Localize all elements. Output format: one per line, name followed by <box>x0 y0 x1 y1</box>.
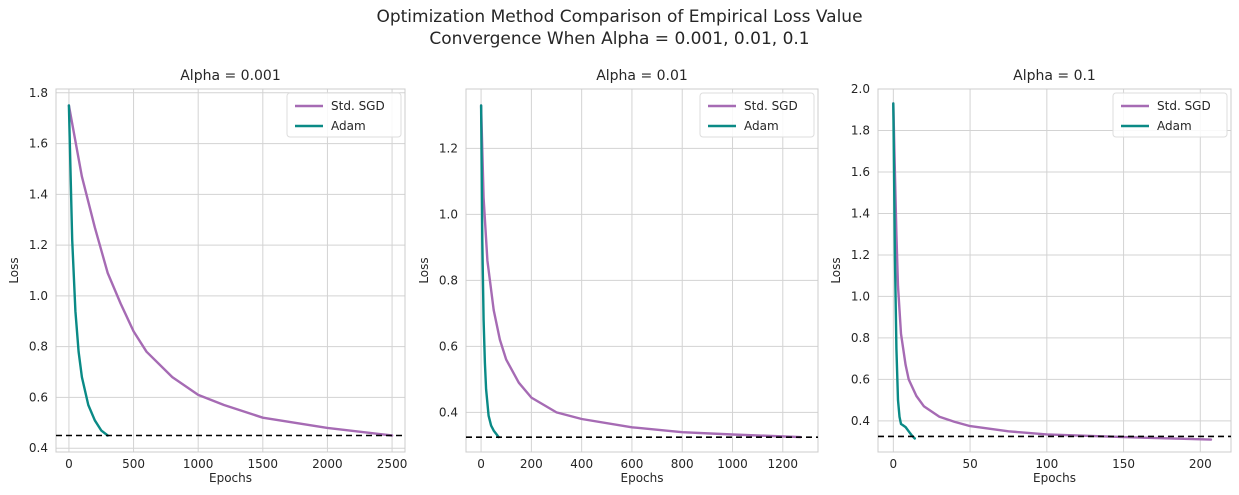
y-tick-label: 1.2 <box>29 238 48 252</box>
legend: Std. SGD Adam <box>286 92 402 138</box>
x-tick-label: 1000 <box>183 457 214 471</box>
suptitle-line-1: Optimization Method Comparison of Empiri… <box>376 7 863 27</box>
y-tick-label: 1.8 <box>29 86 48 100</box>
subplot-title: Alpha = 0.01 <box>596 68 688 84</box>
x-tick-label: 600 <box>620 457 643 471</box>
suptitle-line-2: Convergence When Alpha = 0.001, 0.01, 0.… <box>429 29 810 49</box>
x-tick-label: 200 <box>1189 457 1212 471</box>
x-tick-label: 150 <box>1112 457 1135 471</box>
y-tick-label: 1.8 <box>851 123 870 137</box>
x-tick-label: 1000 <box>717 457 748 471</box>
x-tick-label: 1500 <box>248 457 279 471</box>
y-tick-label: 1.4 <box>851 206 870 220</box>
legend-label-adam: Adam <box>1157 119 1192 133</box>
y-tick-label: 0.6 <box>29 390 48 404</box>
x-tick-label: 800 <box>671 457 694 471</box>
y-tick-label: 1.0 <box>851 289 870 303</box>
x-axis-label: Epochs <box>209 471 252 485</box>
y-tick-label: 0.4 <box>29 441 48 455</box>
y-tick-label: 0.6 <box>439 339 458 353</box>
y-tick-label: 0.6 <box>851 372 870 386</box>
plot-frame <box>877 88 1232 453</box>
x-axis-label: Epochs <box>1033 471 1076 485</box>
y-tick-label: 1.4 <box>29 187 48 201</box>
x-tick-label: 0 <box>65 457 73 471</box>
y-tick-label: 2.0 <box>851 82 870 96</box>
y-tick-label: 0.4 <box>851 414 870 428</box>
x-tick-label: 2000 <box>312 457 343 471</box>
series-line-sgd <box>67 104 394 437</box>
series-line-sgd <box>479 104 802 439</box>
legend-label-adam: Adam <box>744 119 779 133</box>
x-tick-label: 100 <box>1035 457 1058 471</box>
x-tick-label: 0 <box>477 457 485 471</box>
subplot-title: Alpha = 0.1 <box>1013 68 1096 84</box>
y-tick-label: 0.4 <box>439 405 458 419</box>
legend-label-sgd: Std. SGD <box>331 99 385 113</box>
legend: Std. SGD Adam <box>699 92 815 138</box>
y-tick-label: 1.0 <box>439 207 458 221</box>
y-axis-label: Loss <box>7 257 21 283</box>
x-tick-label: 500 <box>122 457 145 471</box>
y-tick-label: 0.8 <box>851 331 870 345</box>
x-tick-label: 400 <box>570 457 593 471</box>
subplot-1: 0 500 1000 1500 2000 2500 0.4 0.6 0.8 1.0 1.2 1.4 1.… <box>7 68 407 485</box>
x-tick-label: 1200 <box>768 457 799 471</box>
subplot-2: 0 200 400 600 800 1000 1200 0.4 0.6 0.8 1.0 1.2 Alph… <box>417 68 819 485</box>
series-line-adam <box>892 102 916 440</box>
y-tick-label: 1.0 <box>29 289 48 303</box>
subplot-3: 0 50 100 150 200 0.4 0.6 0.8 1.0 1.2 1.4 1.6 1.8 2.0 A… <box>829 68 1232 485</box>
y-tick-label: 0.8 <box>29 340 48 354</box>
y-tick-label: 1.6 <box>29 137 48 151</box>
series-line-adam <box>67 104 109 437</box>
y-tick-label: 1.2 <box>851 248 870 262</box>
series-line-adam <box>479 104 500 439</box>
subplot-title: Alpha = 0.001 <box>180 68 281 84</box>
legend-label-adam: Adam <box>331 119 366 133</box>
plot-frame <box>465 88 819 453</box>
x-tick-label: 50 <box>962 457 977 471</box>
legend: Std. SGD Adam <box>1112 92 1228 138</box>
y-axis-label: Loss <box>829 257 843 283</box>
y-axis-label: Loss <box>417 257 431 283</box>
figure-suptitle: Optimization Method Comparison of Empiri… <box>0 6 1239 50</box>
legend-label-sgd: Std. SGD <box>1157 99 1211 113</box>
x-tick-label: 0 <box>890 457 898 471</box>
legend-label-sgd: Std. SGD <box>744 99 798 113</box>
plot-frame <box>55 88 406 453</box>
series-line-sgd <box>892 102 1213 441</box>
y-tick-label: 1.2 <box>439 141 458 155</box>
x-tick-label: 200 <box>520 457 543 471</box>
x-tick-label: 2500 <box>377 457 408 471</box>
x-axis-label: Epochs <box>621 471 664 485</box>
y-tick-label: 0.8 <box>439 273 458 287</box>
y-tick-label: 1.6 <box>851 165 870 179</box>
